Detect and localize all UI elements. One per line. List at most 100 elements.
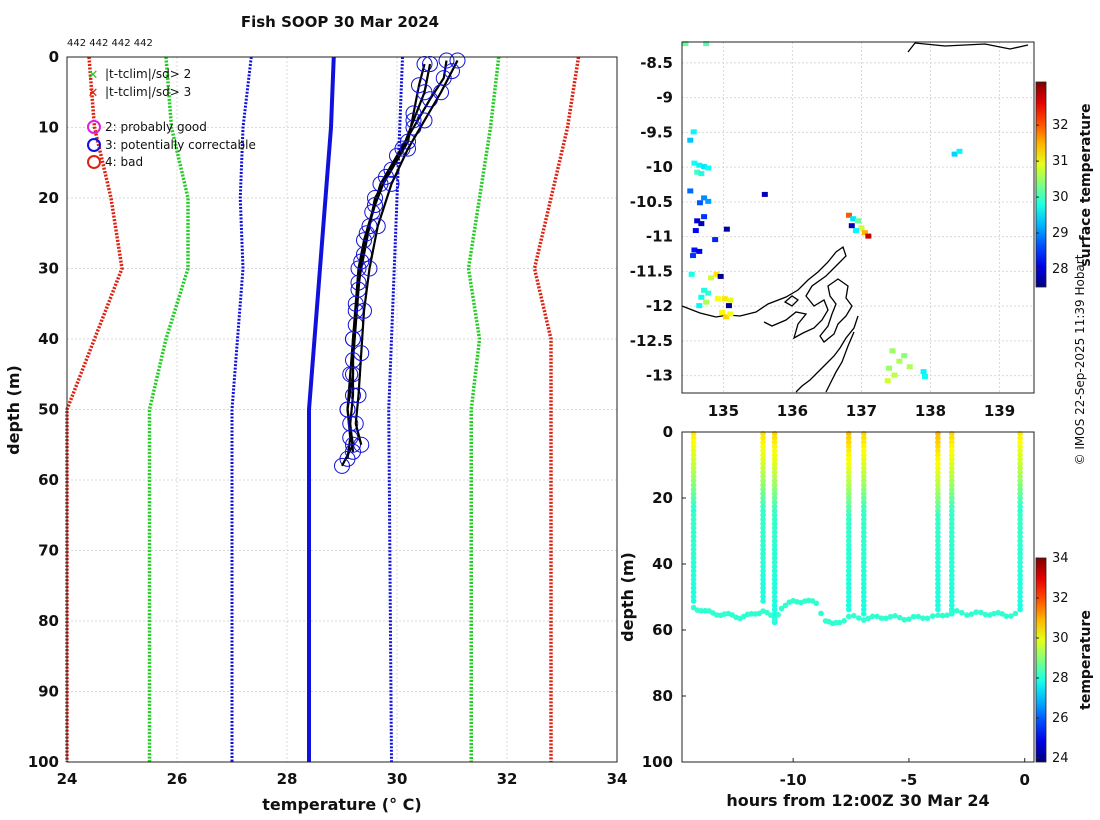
- p3-colorbar-tick-label: 34: [1052, 551, 1069, 566]
- cast-sample-point: [690, 568, 697, 574]
- bottom-track-point: [1008, 613, 1014, 619]
- surface-temp-point: [761, 191, 768, 197]
- p3-colorbar-tick-label: 32: [1052, 591, 1069, 606]
- p2-colorbar-tick-label: 31: [1052, 154, 1069, 169]
- cast-sample-point: [935, 512, 941, 518]
- cast-sample-point: [1017, 516, 1023, 523]
- cast-sample-point: [948, 486, 955, 493]
- cast-sample-point: [771, 546, 778, 553]
- cast-sample-point: [948, 439, 955, 446]
- cast-sample-point: [690, 581, 697, 587]
- cast-sample-point: [771, 503, 778, 510]
- cast-sample-point: [690, 435, 697, 441]
- cast-sample-point: [771, 533, 778, 540]
- cast-sample-point: [860, 473, 867, 480]
- cast-sample-point: [771, 529, 778, 536]
- cast-sample-point: [1017, 503, 1023, 510]
- cast-sample-point: [760, 490, 766, 497]
- legend: ✕ |t-tclim|/sd> 2 ✕ |t-tclim|/sd> 3 2: p…: [87, 67, 256, 169]
- surface-temp-point: [687, 137, 694, 143]
- cast-sample-point: [690, 529, 697, 536]
- climatology-sd1-low-line: [230, 56, 253, 762]
- surface-temp-point: [703, 299, 710, 305]
- cast-sample-point: [860, 478, 867, 484]
- cast-sample-point: [1017, 572, 1023, 579]
- cast-sample-point: [948, 555, 955, 561]
- cast-sample-point: [771, 478, 778, 484]
- p1-ylabel: depth (m): [4, 365, 23, 455]
- bottom-track-point: [944, 612, 950, 618]
- p2-colorbar-tick-label: 28: [1052, 262, 1069, 277]
- cast-sample-point: [771, 486, 778, 493]
- surface-temp-point: [896, 358, 903, 364]
- cast-sample-point: [1017, 482, 1023, 488]
- cast-sample-point: [845, 529, 852, 536]
- p2-colorbar: [1035, 81, 1047, 288]
- cast-sample-point: [771, 572, 778, 579]
- cast-sample-point: [771, 452, 778, 458]
- cast-sample-point: [690, 499, 697, 506]
- cast-sample-point: [935, 469, 941, 476]
- cast-sample-point: [1017, 520, 1023, 527]
- cast-sample-point: [760, 499, 766, 506]
- cast-sample-point: [690, 508, 697, 514]
- bottom-track-point: [924, 615, 931, 622]
- p1-ytick-label: 30: [38, 260, 59, 278]
- legend-sd3: |t-tclim|/sd> 3: [105, 85, 191, 99]
- cast-sample-point: [760, 555, 766, 561]
- p3-ytick-label: 20: [652, 489, 673, 507]
- cast-sample-point: [948, 490, 955, 497]
- surface-temp-point: [713, 271, 720, 277]
- cast-sample-point: [860, 516, 867, 523]
- cast-sample-point: [860, 546, 867, 553]
- surface-temp-point: [698, 294, 705, 300]
- cast-sample-point: [948, 602, 955, 609]
- cast-sample-point: [860, 593, 867, 600]
- p1-xtick-label: 26: [167, 770, 188, 788]
- red-cross-marker: ✕: [88, 86, 99, 101]
- surface-temp-point: [691, 247, 698, 253]
- cast-sample-point: [690, 555, 697, 561]
- cast-sample-point: [771, 516, 778, 523]
- surface-temp-point: [694, 169, 701, 175]
- p3-ytick-label: 60: [652, 621, 673, 639]
- cast-sample-point: [690, 495, 697, 501]
- p3-xtick-label: 0: [1020, 771, 1030, 789]
- cast-sample-point: [948, 581, 955, 587]
- qc-flag-marker: [405, 112, 422, 129]
- cast-sample-point: [948, 542, 955, 548]
- cast-sample-point: [690, 448, 697, 454]
- cast-sample-point: [860, 538, 867, 544]
- cast-sample-point: [935, 576, 941, 583]
- surface-temp-point: [725, 303, 732, 309]
- surface-temp-point: [848, 223, 855, 229]
- cast-sample-point: [1017, 581, 1023, 587]
- cast-sample-point: [935, 525, 941, 531]
- surface-temp-point: [691, 160, 698, 166]
- bottom-track-point: [1003, 613, 1010, 619]
- cast-sample-point: [690, 482, 697, 488]
- bottom-track-point: [778, 605, 785, 612]
- cast-sample-point: [1017, 593, 1023, 600]
- bottom-track-point: [939, 612, 946, 619]
- cast-sample-point: [948, 512, 955, 518]
- cast-sample-point: [690, 490, 697, 497]
- cast-sample-point: [771, 563, 778, 570]
- surface-temp-point: [690, 129, 697, 135]
- cast-sample-point: [771, 598, 778, 604]
- legend-sd2: |t-tclim|/sd> 2: [105, 67, 191, 81]
- cast-sample-point: [845, 568, 852, 574]
- p1-xtick-label: 32: [497, 770, 518, 788]
- cast-sample-point: [760, 482, 766, 488]
- cast-sample-point: [935, 503, 941, 510]
- legend-qc4: 4: bad: [105, 155, 143, 169]
- cast-sample-point: [760, 508, 766, 514]
- cast-sample-point: [690, 525, 697, 531]
- cast-sample-point: [935, 465, 941, 471]
- p1-ytick-label: 20: [38, 189, 59, 207]
- cast-sample-point: [760, 589, 766, 596]
- cast-sample-point: [845, 581, 852, 587]
- cast-sample-point: [771, 593, 778, 600]
- cast-sample-point: [771, 589, 778, 596]
- cast-sample-point: [1017, 495, 1023, 501]
